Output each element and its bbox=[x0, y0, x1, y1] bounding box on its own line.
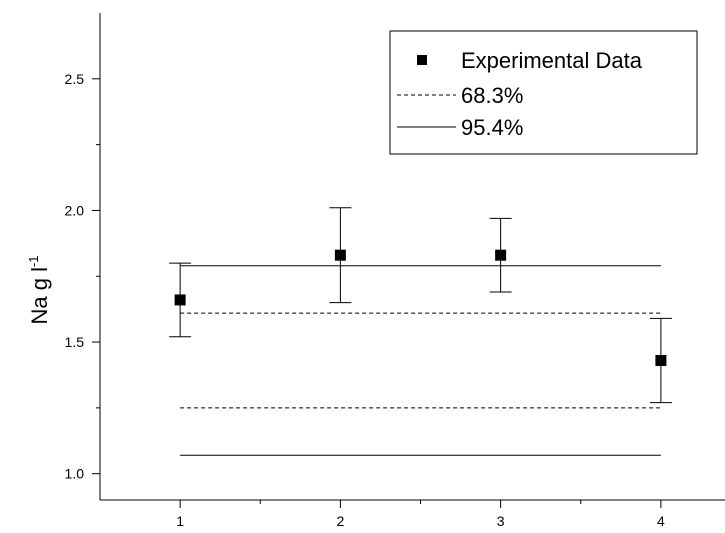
y-tick-label: 2.0 bbox=[65, 202, 85, 218]
x-tick-label: 2 bbox=[336, 513, 344, 529]
data-point bbox=[334, 249, 346, 261]
y-tick-label: 1.0 bbox=[65, 466, 85, 482]
legend-frame bbox=[389, 30, 698, 155]
svg-text:Na g l-1: Na g l-1 bbox=[26, 255, 52, 324]
y-axis-label-exponent: -1 bbox=[26, 255, 41, 267]
data-point bbox=[174, 294, 186, 306]
legend-label-68-3: 68.3% bbox=[461, 83, 523, 108]
x-tick-label: 1 bbox=[176, 513, 184, 529]
legend: Experimental Data 68.3% 95.4% bbox=[389, 30, 698, 155]
x-tick-label: 3 bbox=[497, 513, 505, 529]
y-tick-label: 1.5 bbox=[65, 334, 85, 350]
data-point bbox=[655, 354, 667, 366]
data-point bbox=[495, 249, 507, 261]
axes bbox=[99, 13, 725, 501]
legend-marker-experimental-data bbox=[417, 55, 427, 65]
legend-label-95-4: 95.4% bbox=[461, 115, 523, 140]
ticks: 1 2 3 4 1.0 1.5 2.0 2.5 bbox=[65, 71, 665, 529]
y-axis-label: Na g l bbox=[27, 267, 52, 324]
y-axis-title: Na g l-1 bbox=[26, 255, 52, 324]
legend-label-experimental-data: Experimental Data bbox=[461, 48, 643, 73]
y-tick-label: 2.5 bbox=[65, 71, 85, 87]
bound-lines bbox=[180, 265, 661, 456]
data-points bbox=[169, 207, 672, 404]
x-tick-label: 4 bbox=[657, 513, 665, 529]
